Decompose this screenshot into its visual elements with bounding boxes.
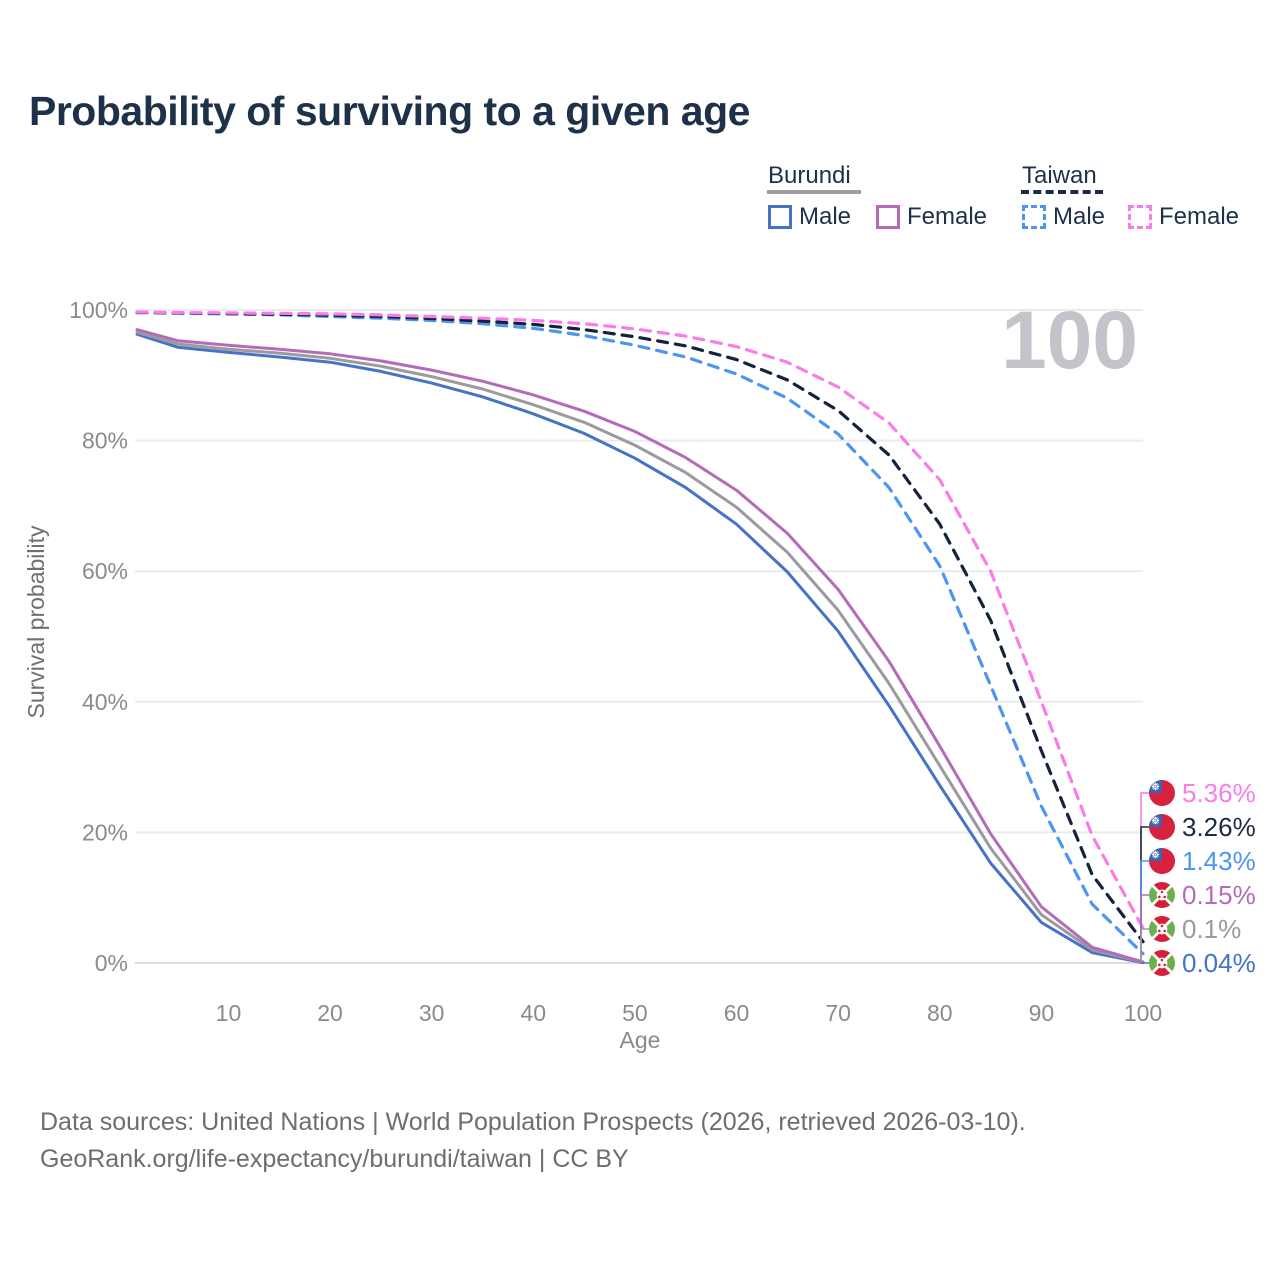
age-annotation: 100	[1001, 295, 1138, 386]
series-burundi-combined	[135, 330, 1145, 964]
x-axis-tick-labels: 10 20 30 40 50 60 70 80 90 100	[216, 1000, 1163, 1026]
x-tick-label: 100	[1124, 1000, 1162, 1026]
burundi-flag-icon	[1149, 916, 1175, 942]
end-label-value: 5.36%	[1182, 777, 1256, 808]
end-label-value: 0.15%	[1182, 879, 1256, 910]
end-label-taiwan-male: 1.43%	[1149, 845, 1256, 877]
end-label-burundi-female: 0.15%	[1149, 879, 1256, 911]
burundi-solid-line-sample	[767, 190, 861, 194]
y-tick-label: 40%	[82, 689, 128, 715]
legend-item-burundi-female[interactable]: Female	[876, 203, 987, 231]
curve-lines	[135, 310, 1145, 965]
x-tick-label: 70	[825, 1000, 851, 1026]
legend-item-label: Female	[1159, 203, 1240, 230]
legend-item-taiwan-female[interactable]: Female	[1128, 203, 1239, 231]
attribution-line: GeoRank.org/life-expectancy/burundi/taiw…	[40, 1145, 629, 1173]
taiwan-flag-icon	[1149, 814, 1175, 840]
series-taiwan-male	[135, 311, 1145, 956]
leader-line	[1140, 928, 1149, 963]
x-tick-label: 40	[521, 1000, 547, 1026]
taiwan-female-swatch	[1128, 205, 1152, 229]
y-tick-label: 0%	[95, 950, 128, 976]
end-label-value: 3.26%	[1182, 811, 1256, 842]
page-title: Probability of surviving to a given age	[29, 88, 750, 134]
legend-item-label: Male	[1053, 203, 1106, 230]
legend-item-burundi-male[interactable]: Male	[768, 203, 851, 231]
end-label-burundi-combined: 0.1%	[1149, 913, 1241, 945]
y-axis-tick-labels: 0% 20% 40% 60% 80% 100%	[69, 297, 128, 976]
burundi-flag-icon	[1149, 882, 1175, 908]
legend-item-label: Male	[799, 203, 852, 230]
y-axis-title: Survival probability	[23, 525, 49, 719]
x-tick-label: 90	[1029, 1000, 1055, 1026]
end-label-leader-lines	[1140, 792, 1149, 964]
end-label-value: 0.1%	[1182, 913, 1242, 944]
series-burundi-male	[135, 332, 1145, 965]
end-label-value: 1.43%	[1182, 845, 1256, 876]
legend-group-burundi-title: Burundi	[768, 162, 851, 189]
y-tick-label: 100%	[69, 297, 128, 323]
x-tick-label: 20	[317, 1000, 343, 1026]
x-tick-label: 10	[216, 1000, 242, 1026]
burundi-male-swatch	[768, 205, 792, 229]
x-tick-label: 50	[622, 1000, 648, 1026]
taiwan-dashed-line-sample	[1021, 190, 1103, 194]
series-taiwan-combined	[135, 310, 1145, 944]
legend-item-taiwan-male[interactable]: Male	[1022, 203, 1105, 231]
data-sources-line: Data sources: United Nations | World Pop…	[40, 1108, 1026, 1136]
legend-item-label: Female	[907, 203, 988, 230]
y-tick-label: 80%	[82, 428, 128, 454]
end-label-burundi-male: 0.04%	[1149, 947, 1256, 979]
series-burundi-female	[135, 328, 1145, 964]
x-tick-label: 80	[927, 1000, 953, 1026]
series-taiwan-female	[135, 310, 1145, 930]
end-label-value: 0.04%	[1182, 947, 1256, 978]
y-tick-label: 60%	[82, 558, 128, 584]
gridlines	[135, 309, 1143, 964]
y-tick-label: 20%	[82, 819, 128, 845]
x-tick-label: 30	[419, 1000, 445, 1026]
x-axis-title: Age	[620, 1027, 661, 1053]
legend-group-taiwan-title: Taiwan	[1022, 162, 1097, 189]
taiwan-male-swatch	[1022, 205, 1046, 229]
taiwan-flag-icon	[1149, 780, 1175, 806]
end-label-taiwan-female: 5.36%	[1149, 777, 1256, 809]
x-tick-label: 60	[724, 1000, 750, 1026]
end-label-taiwan-combined: 3.26%	[1149, 811, 1256, 843]
burundi-female-swatch	[876, 205, 900, 229]
taiwan-flag-icon	[1149, 848, 1175, 874]
burundi-flag-icon	[1149, 950, 1175, 976]
